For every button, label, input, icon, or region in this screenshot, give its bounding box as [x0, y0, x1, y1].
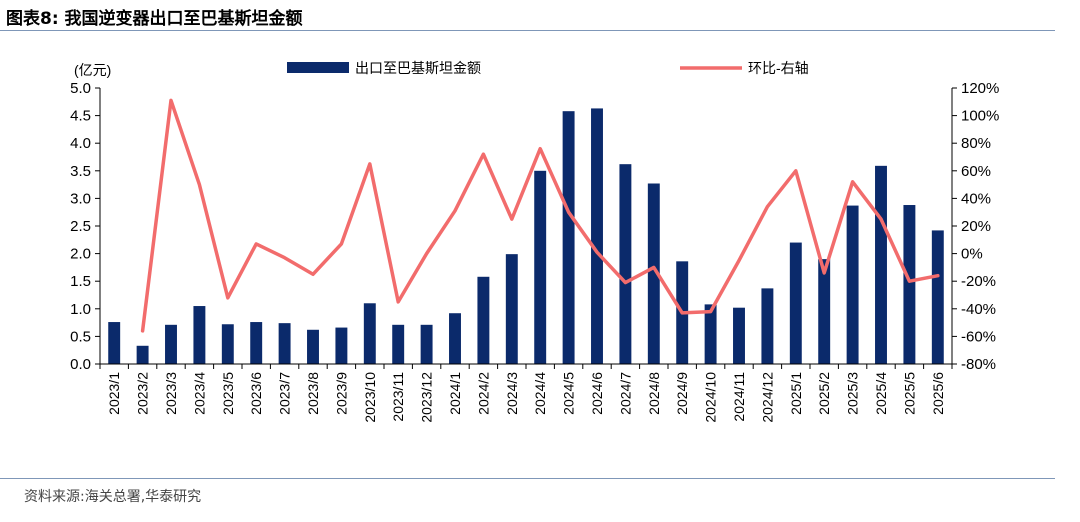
right-tick-label: -40%	[961, 301, 996, 318]
bar	[165, 324, 177, 364]
x-tick-label: 2024/9	[674, 372, 690, 415]
title-divider	[0, 30, 1055, 31]
x-tick-label: 2023/11	[390, 372, 406, 422]
x-tick-label: 2023/8	[305, 372, 321, 415]
left-tick-label: 3.5	[70, 163, 91, 180]
right-tick-label: 20%	[961, 218, 991, 235]
bar-series	[108, 108, 944, 365]
x-tick-label: 2025/4	[873, 372, 889, 415]
bar	[704, 304, 717, 364]
legend-bar-label: 出口至巴基斯坦金额	[355, 60, 481, 76]
bar	[250, 322, 263, 364]
line-path	[140, 98, 940, 333]
right-tick-label: 40%	[961, 190, 991, 207]
legend-line-label: 环比-右轴	[748, 60, 809, 76]
source-note: 资料来源:海关总署,华泰研究	[24, 489, 202, 505]
x-tick-label: 2024/11	[731, 372, 747, 422]
bar	[193, 306, 206, 364]
x-tick-label: 2023/12	[419, 372, 435, 423]
x-tick-label: 2023/2	[135, 372, 151, 415]
left-unit-label: (亿元)	[74, 62, 111, 78]
x-tick-label: 2024/7	[617, 372, 633, 415]
x-tick-label: 2023/10	[362, 372, 378, 423]
x-tick-label: 2024/3	[504, 372, 520, 415]
bar	[505, 254, 518, 364]
right-tick-label: 100%	[961, 108, 999, 125]
bar	[477, 276, 490, 364]
bar	[420, 324, 433, 364]
x-tick-label: 2025/3	[845, 372, 861, 415]
bar	[931, 230, 944, 364]
bar	[449, 313, 461, 364]
x-tick-label: 2023/1	[106, 372, 122, 415]
x-tick-label: 2023/5	[220, 372, 236, 415]
legend: 出口至巴基斯坦金额 环比-右轴	[287, 60, 809, 76]
bar	[335, 327, 348, 364]
right-tick-label: -60%	[961, 328, 996, 345]
bar	[392, 324, 405, 364]
left-tick-label: 1.5	[70, 273, 91, 290]
figure-title: 图表8: 我国逆变器出口至巴基斯坦金额	[6, 9, 303, 29]
bar	[818, 259, 831, 364]
right-tick-label: 80%	[961, 135, 991, 152]
bar	[647, 183, 660, 364]
bar	[846, 205, 859, 364]
right-tick-label: -80%	[961, 356, 996, 373]
bar	[619, 164, 632, 364]
bar	[875, 165, 887, 364]
left-tick-label: 1.0	[70, 301, 91, 318]
legend-bar-swatch	[287, 62, 349, 73]
bar	[307, 329, 319, 364]
bar	[789, 242, 802, 364]
x-tick-label: 2023/4	[191, 372, 207, 415]
x-tick-label: 2023/3	[163, 372, 179, 415]
x-tick-label: 2024/2	[475, 372, 491, 415]
left-tick-label: 2.5	[70, 218, 91, 235]
source-divider	[0, 478, 1055, 479]
bar	[108, 322, 121, 364]
x-tick-label: 2025/1	[788, 372, 804, 415]
x-tick-label: 2024/6	[589, 372, 605, 415]
x-tick-label: 2023/9	[333, 372, 349, 415]
left-tick-label: 4.5	[70, 108, 91, 125]
x-axis: 2023/1 2023/2 2023/3 2023/4 2023/5 2023/6 2023…	[99, 363, 953, 423]
right-tick-label: 120%	[961, 80, 999, 97]
bar	[363, 303, 376, 364]
bar	[136, 345, 149, 364]
x-tick-label: 2024/1	[447, 372, 463, 415]
line-series	[140, 98, 940, 333]
bar	[562, 111, 575, 365]
bar	[591, 108, 603, 364]
bar	[534, 170, 547, 364]
left-tick-label: 0.5	[70, 328, 91, 345]
x-tick-label: 2024/8	[646, 372, 662, 415]
bar	[761, 288, 774, 364]
left-tick-label: 5.0	[70, 80, 91, 97]
right-tick-label: 0%	[961, 246, 983, 263]
bar	[903, 205, 916, 364]
x-tick-label: 2025/5	[901, 372, 917, 415]
left-tick-label: 3.0	[70, 190, 91, 207]
left-tick-label: 4.0	[70, 135, 91, 152]
right-tick-label: -20%	[961, 273, 996, 290]
bar	[221, 324, 234, 364]
x-tick-label: 2024/12	[759, 372, 775, 423]
x-tick-label: 2023/6	[248, 372, 264, 415]
x-tick-label: 2023/7	[277, 372, 293, 415]
bar	[278, 323, 291, 364]
x-tick-label: 2024/5	[561, 372, 577, 415]
bar	[733, 307, 745, 364]
left-axis: 0.0 0.5 1.0 1.5 2.0 2.5 3.0 3.5 4.0 4.5 5.0 (亿元)	[70, 62, 111, 373]
x-tick-label: 2024/4	[532, 372, 548, 415]
left-tick-label: 2.0	[70, 246, 91, 263]
x-tick-label: 2025/6	[930, 372, 946, 415]
x-tick-label: 2025/2	[816, 372, 832, 415]
x-tick-label: 2024/10	[703, 372, 719, 423]
right-tick-label: 60%	[961, 163, 991, 180]
right-axis: -80% -60% -40% -20% 0% 20% 40% 60% 80% 100% 120%	[951, 80, 999, 373]
left-tick-label: 0.0	[70, 356, 91, 373]
